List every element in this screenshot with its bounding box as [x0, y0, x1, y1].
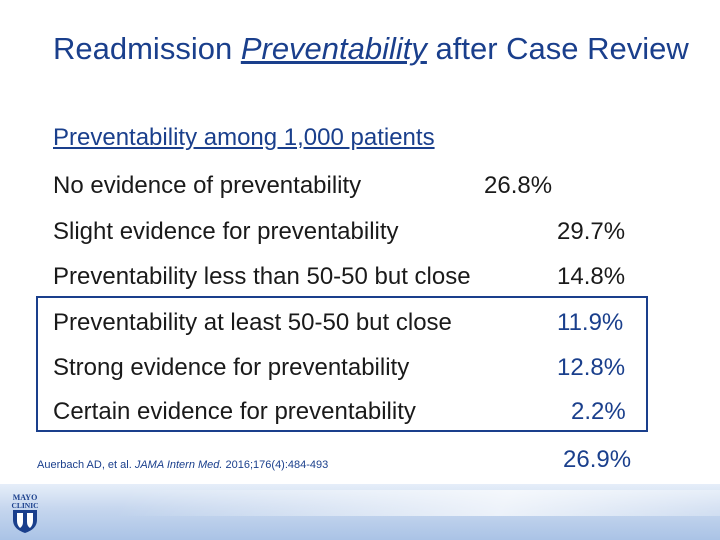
- row-label-certain-evidence: Certain evidence for preventability: [53, 398, 416, 425]
- highlight-box: [36, 296, 648, 432]
- row-label-strong-evidence: Strong evidence for preventability: [53, 354, 410, 381]
- row-value-certain-evidence: 2.2%: [571, 398, 626, 425]
- row-label-less-than-50-50: Preventability less than 50-50 but close: [53, 263, 471, 290]
- row-label-at-least-50-50: Preventability at least 50-50 but close: [53, 309, 452, 336]
- citation: Auerbach AD, et al. JAMA Intern Med. 201…: [37, 459, 328, 471]
- row-label-no-evidence: No evidence of preventability: [53, 172, 362, 199]
- title-part-1: Readmission: [53, 31, 241, 66]
- logo-text-line2: CLINIC: [11, 501, 38, 510]
- logo-text-line1: MAYO: [13, 493, 38, 502]
- subtitle: Preventability among 1,000 patients: [53, 124, 435, 151]
- row-value-at-least-50-50: 11.9%: [557, 309, 624, 336]
- footer-band: [0, 484, 720, 540]
- footer-band-streak: [113, 490, 720, 516]
- citation-authors: Auerbach AD, et al.: [37, 459, 135, 471]
- mayo-clinic-logo: MAYO CLINIC: [8, 492, 42, 534]
- row-value-slight-evidence: 29.7%: [557, 218, 626, 245]
- row-value-no-evidence: 26.8%: [484, 172, 553, 199]
- citation-journal: JAMA Intern Med.: [134, 459, 223, 471]
- row-value-strong-evidence: 12.8%: [557, 354, 626, 381]
- citation-ref: 2016;176(4):484-493: [222, 459, 329, 471]
- row-label-slight-evidence: Slight evidence for preventability: [53, 218, 399, 245]
- title-part-2: Preventability: [240, 31, 427, 66]
- slide-title: Readmission Preventability after Case Re…: [53, 28, 693, 70]
- row-value-less-than-50-50: 14.8%: [557, 263, 626, 290]
- boxed-total-value: 26.9%: [563, 446, 632, 473]
- title-part-3: after Case Review: [426, 31, 689, 66]
